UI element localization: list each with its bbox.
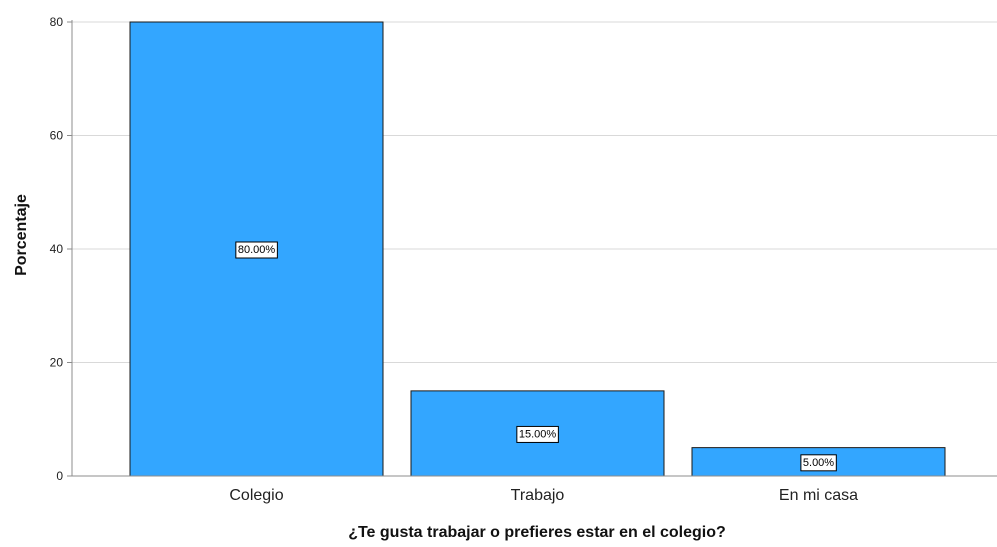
data-label: 80.00%: [235, 241, 278, 259]
data-label-box: [800, 454, 837, 472]
y-tick-label: 40: [50, 242, 64, 256]
data-label-text: 15.00%: [519, 428, 557, 440]
y-tick-label: 60: [50, 129, 64, 143]
data-label: 5.00%: [800, 454, 837, 472]
x-tick-label: En mi casa: [779, 487, 858, 504]
axes: 0 20 40 60 80 Colegio Trabajo En mi casa: [50, 15, 997, 504]
data-label-text: 5.00%: [803, 457, 834, 469]
y-axis-title: Porcentaje: [13, 194, 30, 276]
y-tick-label: 80: [50, 15, 64, 29]
data-label-box: [235, 241, 278, 259]
x-tick-label: Colegio: [229, 487, 283, 504]
data-labels: 80.00% 15.00% 5.00%: [235, 241, 837, 472]
data-label-text: 80.00%: [238, 244, 276, 256]
data-label-box: [516, 425, 559, 443]
data-label: 15.00%: [516, 425, 559, 443]
x-axis-title: ¿Te gusta trabajar o prefieres estar en …: [348, 524, 726, 541]
y-tick-label: 0: [56, 469, 63, 483]
y-tick-label: 20: [50, 356, 64, 370]
x-tick-label: Trabajo: [511, 487, 565, 504]
